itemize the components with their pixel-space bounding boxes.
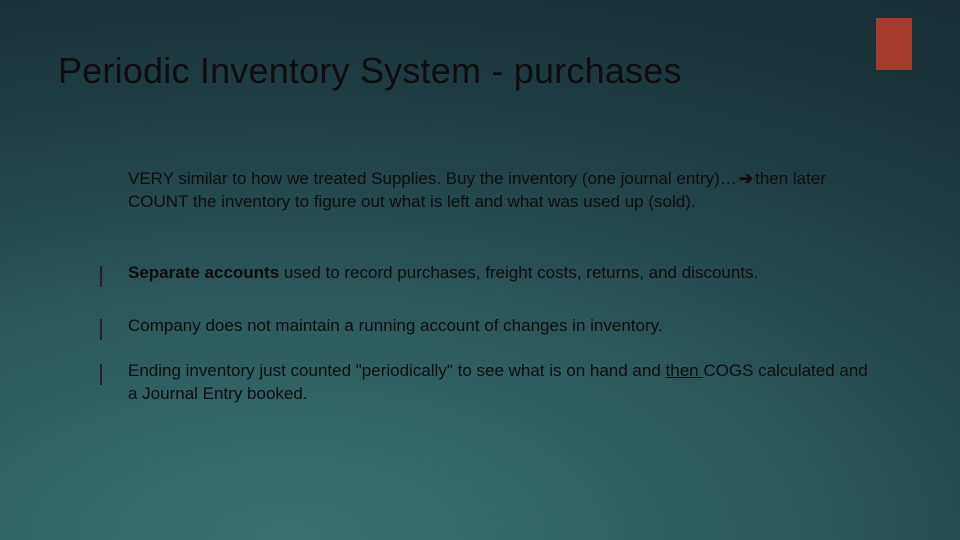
arrow-icon: ➔ bbox=[737, 168, 755, 191]
bullet-text: Ending inventory just counted "periodica… bbox=[128, 360, 870, 406]
slide: Periodic Inventory System - purchases VE… bbox=[0, 0, 960, 540]
bullet-item: Company does not maintain a running acco… bbox=[100, 315, 870, 338]
text-segment: Company does not maintain a running acco… bbox=[128, 316, 663, 335]
diamond-icon bbox=[100, 172, 114, 186]
slide-title: Periodic Inventory System - purchases bbox=[58, 50, 682, 92]
text-segment: VERY similar to how we treated Supplies.… bbox=[128, 169, 737, 188]
bullet-text: Company does not maintain a running acco… bbox=[128, 315, 870, 338]
text-segment: Ending inventory just counted "periodica… bbox=[128, 361, 666, 380]
text-segment: Separate accounts bbox=[128, 263, 279, 282]
bullet-item: Ending inventory just counted "periodica… bbox=[100, 360, 870, 406]
bullet-item: Separate accounts used to record purchas… bbox=[100, 262, 870, 285]
accent-block bbox=[876, 18, 912, 70]
red-square-icon bbox=[100, 266, 114, 280]
slide-body: VERY similar to how we treated Supplies.… bbox=[100, 168, 870, 436]
red-square-icon bbox=[100, 319, 114, 333]
bullet-item: VERY similar to how we treated Supplies.… bbox=[100, 168, 870, 214]
bullet-text: Separate accounts used to record purchas… bbox=[128, 262, 870, 285]
red-square-icon bbox=[100, 364, 114, 378]
text-segment: used to record purchases, freight costs,… bbox=[279, 263, 758, 282]
bullet-text: VERY similar to how we treated Supplies.… bbox=[128, 168, 870, 214]
text-segment: then bbox=[666, 361, 704, 380]
